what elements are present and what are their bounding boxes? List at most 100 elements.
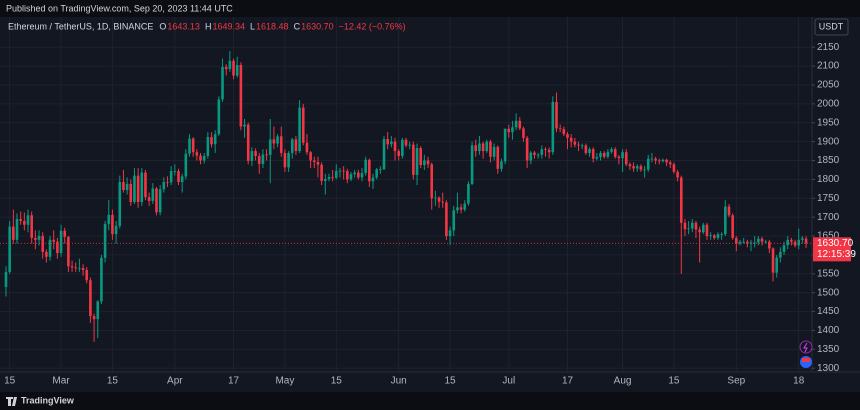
- lightning-icon[interactable]: [799, 340, 813, 354]
- flag-stripe: [802, 358, 810, 362]
- y-tick-label: 1700: [817, 212, 840, 223]
- candle-body: [246, 124, 250, 161]
- legend-value: 1618.48: [256, 21, 289, 31]
- tv-logo: [6, 397, 17, 406]
- candle-body: [70, 266, 74, 268]
- currency-button[interactable]: [814, 18, 849, 36]
- candle-body: [720, 234, 723, 235]
- candle-body: [323, 179, 327, 181]
- candle-body: [243, 124, 246, 127]
- header-strip: [0, 0, 860, 17]
- candle-body: [173, 171, 177, 172]
- candle-body: [114, 225, 118, 235]
- candle-body: [4, 271, 8, 288]
- candle-body: [569, 137, 573, 142]
- legend-value: 1643.13: [167, 21, 200, 31]
- candle-body: [316, 162, 320, 165]
- y-tick-label: 1900: [817, 136, 840, 147]
- lightning-glyph: [803, 342, 808, 353]
- candle-body: [749, 242, 753, 244]
- candle-body: [346, 171, 349, 180]
- candle-body: [180, 176, 184, 183]
- x-tick-label: 15: [107, 376, 119, 387]
- candle-body: [690, 222, 694, 229]
- candle-body: [301, 107, 305, 143]
- candle-body: [727, 206, 731, 216]
- candle-body: [250, 151, 254, 161]
- candle-body: [757, 238, 760, 243]
- candle-body: [103, 223, 107, 258]
- candle-body: [199, 155, 202, 161]
- candle-body: [566, 134, 569, 138]
- footer-strip: [0, 392, 860, 410]
- candle-body: [390, 141, 393, 145]
- candle-body: [133, 175, 136, 203]
- candle-body: [705, 224, 709, 237]
- candle-body: [562, 129, 566, 135]
- candle-body: [533, 152, 536, 155]
- candle-body: [591, 149, 595, 159]
- candle-body: [621, 152, 624, 159]
- x-tick-label: 17: [228, 376, 240, 387]
- candle-body: [41, 236, 44, 252]
- candle-body: [683, 222, 687, 230]
- candle-body: [746, 241, 749, 244]
- countdown-label: 12:15:39: [817, 249, 856, 260]
- candle-body: [650, 158, 654, 160]
- candle-body: [364, 159, 367, 173]
- candle-body: [298, 107, 301, 152]
- candle-body: [342, 170, 345, 172]
- candle-body: [445, 202, 448, 237]
- candle-body: [140, 172, 144, 203]
- candle-body: [606, 151, 610, 157]
- candle-body: [668, 162, 672, 165]
- currency-label[interactable]: USDT: [819, 21, 844, 31]
- candle-body: [448, 230, 452, 237]
- candle-body: [213, 134, 217, 145]
- candle-body: [309, 152, 312, 161]
- candle-body: [268, 139, 272, 155]
- candle-body: [654, 158, 657, 161]
- candle-body: [555, 101, 558, 129]
- candle-body: [463, 203, 467, 210]
- candle-body: [518, 120, 522, 129]
- candle-body: [375, 169, 378, 178]
- candle-body: [434, 197, 437, 199]
- candle-body: [85, 270, 89, 281]
- candle-body: [698, 229, 701, 233]
- candle-body: [529, 152, 533, 161]
- candle-body: [81, 268, 85, 271]
- candle-body: [371, 177, 375, 182]
- candle-body: [610, 149, 613, 152]
- x-tick-label: Jul: [502, 376, 515, 387]
- candle-body: [202, 155, 206, 161]
- candle-body: [459, 207, 463, 210]
- candle-body: [287, 152, 290, 168]
- y-tick-label: 2000: [817, 99, 840, 110]
- last-price-label: 1630.70: [817, 238, 854, 249]
- candle-body: [335, 171, 338, 178]
- candle-body: [125, 183, 129, 190]
- candle-body: [188, 138, 191, 154]
- candle-body: [716, 234, 720, 238]
- candle-body: [536, 154, 540, 156]
- candle-body: [290, 139, 294, 153]
- candle-body: [514, 120, 518, 128]
- candle-body: [184, 153, 188, 177]
- candle-body: [166, 182, 169, 183]
- candle-body: [239, 64, 243, 127]
- candle-body: [452, 210, 456, 231]
- candle-body: [430, 164, 434, 199]
- candle-body: [78, 268, 81, 269]
- candle-body: [672, 164, 676, 172]
- candle-body: [59, 230, 63, 254]
- candle-body: [599, 152, 602, 158]
- candle-body: [676, 171, 679, 178]
- candle-body: [235, 64, 239, 76]
- candle-body: [360, 172, 364, 178]
- candle-body: [738, 241, 742, 244]
- legend-key: C: [294, 21, 301, 31]
- candle-body: [661, 159, 665, 162]
- candle-body: [63, 230, 67, 237]
- candle-body: [786, 239, 790, 246]
